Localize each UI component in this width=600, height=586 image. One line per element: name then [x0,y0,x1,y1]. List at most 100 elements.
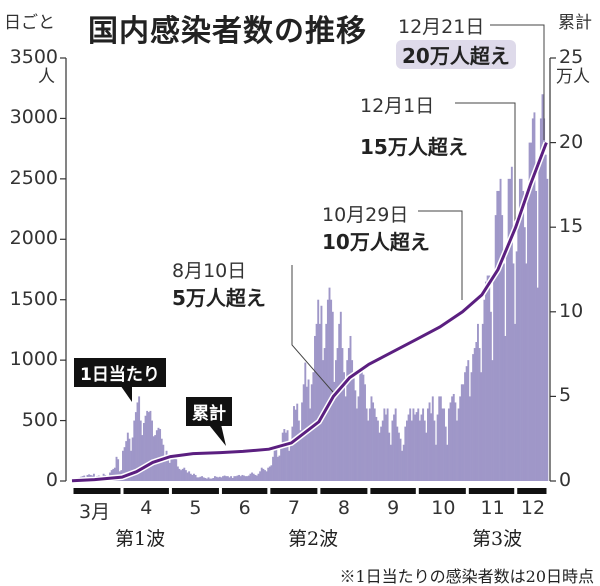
daily-bar [404,426,407,481]
daily-bar [422,408,425,481]
daily-bar [268,466,271,481]
daily-bar [355,408,358,481]
daily-bar [262,468,265,481]
daily-bar [499,178,502,481]
daily-bar [244,476,247,481]
daily-bar [475,342,478,481]
month-bar [221,488,268,494]
daily-bar [210,478,213,481]
daily-bar [528,142,531,481]
daily-bar [412,408,415,481]
daily-bar [325,323,328,481]
daily-bar [514,323,517,481]
month-bars [73,488,547,494]
month-label: 4 [140,497,153,519]
daily-bar [372,402,375,481]
daily-bar [510,166,513,481]
daily-bar [251,472,254,481]
daily-bar [259,471,262,481]
daily-bar [170,459,173,481]
daily-bar [199,476,202,481]
daily-bar [184,470,187,481]
daily-bar [544,154,547,481]
daily-bar [447,408,450,481]
daily-bar [388,432,391,481]
daily-bar [518,178,521,481]
daily-bar [255,475,258,481]
daily-bar [226,476,229,481]
daily-bar [465,366,468,481]
daily-bar [533,112,536,481]
daily-bar [239,476,242,481]
daily-bar [320,305,323,481]
daily-bar [299,430,302,481]
daily-bar [131,437,134,481]
month-bar [73,488,121,494]
daily-bar [512,263,515,481]
daily-bar [335,360,337,481]
left-axis-label: 日ごと [4,13,55,33]
month-bar [171,488,219,494]
daily-bar [375,416,378,481]
daily-bar [539,118,542,481]
daily-bar [520,178,523,481]
daily-bar [230,476,233,481]
daily-bar [531,118,534,481]
daily-bar [470,372,473,481]
daily-bar [497,190,500,481]
month-bar [123,488,169,494]
annotation-date-5man: 8月10日 [172,260,247,282]
daily-bar [494,215,497,481]
daily-bar [368,408,371,481]
daily-bar [138,396,141,481]
month-label: 3月 [79,501,111,523]
daily-bar [380,426,383,481]
month-label: 12 [520,497,546,519]
daily-bar [459,396,462,481]
daily-bar [173,454,176,481]
left-tick-label: 2500 [9,166,58,189]
leader-line-5man [291,265,334,393]
daily-bar [428,402,431,481]
daily-bar [480,372,483,481]
footnote: ※1日当たりの感染者数は20日時点 [339,567,594,586]
daily-bar [175,459,178,481]
left-tick-label: 0 [45,469,58,491]
left-axis-unit: 人 [38,67,55,87]
daily-bar [464,372,467,481]
right-axis-unit: 万人 [556,67,590,87]
daily-bar [117,459,120,481]
daily-bar [123,447,126,481]
daily-bar [176,466,179,481]
month-label: 5 [189,497,202,519]
month-label: 7 [287,497,300,519]
left-tick-label: 3000 [9,106,58,129]
daily-bar [215,476,218,481]
daily-bar [228,477,231,481]
daily-bar [133,420,136,481]
daily-bar [446,444,449,481]
daily-bar [530,142,533,481]
daily-bar [468,396,471,481]
daily-bar [157,427,160,481]
month-bar [370,488,416,494]
cumulative-line [71,142,548,483]
daily-bar [265,471,268,481]
daily-bar [280,444,283,481]
daily-bar [401,450,404,481]
daily-bar [217,477,220,481]
daily-bar [370,396,373,481]
daily-bar [343,372,345,481]
daily-bar [354,390,357,481]
daily-bar [147,412,150,481]
daily-bar [180,470,183,481]
daily-bar [477,323,479,481]
daily-bar [457,408,460,481]
daily-bar [212,477,215,481]
daily-bar [485,281,487,481]
daily-bar [297,420,300,481]
daily-bar [426,408,429,481]
leader-line-10man [418,210,463,300]
daily-bar [515,251,518,481]
daily-bar [357,396,360,481]
